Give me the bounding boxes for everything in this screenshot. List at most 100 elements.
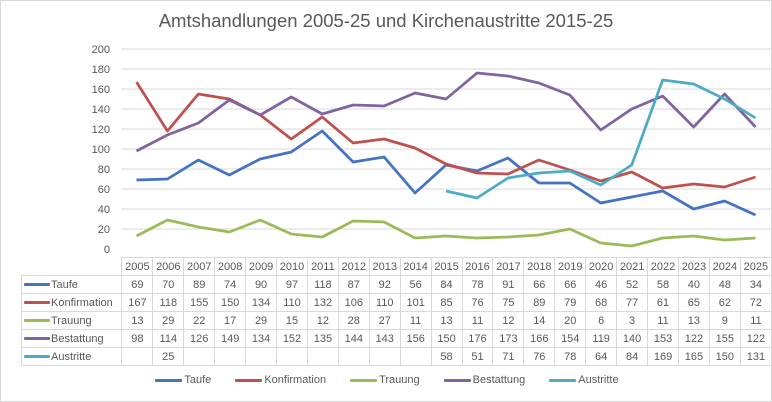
data-table-cell: 29: [245, 311, 278, 330]
data-table-cell: 13: [121, 311, 154, 330]
series-name: Bestattung: [51, 332, 104, 345]
data-table-cell: 78: [461, 275, 494, 294]
data-table-cell: 167: [121, 293, 154, 312]
series-line-austritte: [445, 78, 757, 200]
data-table-cell: [276, 347, 308, 366]
data-table-cell: 150: [214, 293, 247, 312]
series-line-bestattung: [135, 71, 757, 153]
legend-item-bestattung: Bestattung: [442, 374, 526, 386]
data-table-row: Taufe 69 70 89 74 90 97 118 87 92 56 84 78 91 66 66 46 52…: [20, 275, 772, 294]
data-table-cell: 11: [739, 311, 772, 330]
legend-swatch-icon: [443, 378, 471, 382]
data-table-cell: 90: [245, 275, 278, 294]
legend-label: Trauung: [379, 374, 420, 386]
data-table-year: 2016: [461, 257, 494, 276]
data-table-cell: 20: [554, 311, 587, 330]
series-swatch-icon: [24, 319, 50, 323]
data-table-cell: 14: [523, 311, 556, 330]
legend-swatch-icon: [155, 378, 183, 382]
data-table-year: 2010: [276, 257, 308, 276]
data-table-cell: 13: [430, 311, 463, 330]
data-table-year: 2020: [585, 257, 618, 276]
data-table-cell: 9: [708, 311, 741, 330]
data-table-cell: 17: [214, 311, 247, 330]
data-table-cell: 78: [554, 347, 587, 366]
data-table-cell: 74: [214, 275, 247, 294]
data-table-row: Konfirmation 167 118 155 150 134 110 132 106 110 1…: [20, 293, 772, 312]
data-table-cell: 25: [152, 347, 185, 366]
data-table-cell: 51: [461, 347, 494, 366]
data-table-cell: 134: [245, 329, 278, 348]
data-table-cell: 152: [276, 329, 308, 348]
data-table-row: Trauung 13 29 22 17 29 15 12 28 27 11 13 11 12 14 20 6 3 1…: [20, 311, 772, 330]
data-table-cell: 72: [739, 293, 772, 312]
data-table-series-label: Trauung: [20, 311, 123, 330]
data-table: 2005 2006 2007 2008 2009 2010 2011 2012 2013 2014…: [20, 257, 772, 366]
data-table-cell: 58: [430, 347, 463, 366]
series-swatch-icon: [24, 283, 50, 287]
data-table-cell: 97: [276, 275, 308, 294]
data-table-cell: 66: [523, 275, 556, 294]
data-table-cell: 173: [492, 329, 525, 348]
data-table-cell: 13: [677, 311, 710, 330]
data-table-year: 2005: [121, 257, 154, 276]
series-name: Austritte: [51, 350, 92, 363]
data-table-cell: 110: [276, 293, 308, 312]
data-table-cell: 150: [430, 329, 463, 348]
y-tick-label: 200: [92, 44, 110, 56]
data-table-year: 2014: [399, 257, 432, 276]
data-table-cell: 6: [585, 311, 618, 330]
data-table-year: 2007: [183, 257, 216, 276]
data-table-cell: 3: [616, 311, 649, 330]
data-table-cell: 122: [739, 329, 772, 348]
data-table-cell: 27: [368, 311, 401, 330]
data-table-cell: 143: [368, 329, 401, 348]
legend-swatch-icon: [549, 378, 577, 382]
data-table-cell: 12: [306, 311, 339, 330]
data-table-cell: 11: [399, 311, 432, 330]
data-table-year: 2025: [739, 257, 772, 276]
y-tick-label: 120: [92, 124, 110, 136]
legend-label: Konfirmation: [264, 374, 327, 386]
data-table-cell: 75: [492, 293, 525, 312]
data-table-cell: 150: [708, 347, 741, 366]
data-table-cell: 46: [585, 275, 618, 294]
y-tick-label: 160: [92, 84, 110, 96]
data-table-series-label: Konfirmation: [20, 293, 123, 312]
legend-label: Austritte: [578, 374, 619, 386]
data-table-cell: 154: [554, 329, 587, 348]
data-table-year: 2015: [430, 257, 463, 276]
data-table-cell: 132: [306, 293, 339, 312]
data-table-cell: 71: [492, 347, 525, 366]
data-table-cell: 122: [677, 329, 710, 348]
data-table-cell: 76: [523, 347, 556, 366]
data-table-cell: 155: [708, 329, 741, 348]
data-table-cell: 89: [183, 275, 216, 294]
data-table-cell: 140: [616, 329, 649, 348]
data-table-cell: 62: [708, 293, 741, 312]
data-table-cell: 70: [152, 275, 185, 294]
data-table-cell: 34: [739, 275, 772, 294]
legend-label: Bestattung: [472, 374, 526, 386]
y-tick-label: 100: [92, 144, 110, 156]
data-table-cell: 65: [677, 293, 710, 312]
data-table-year: 2023: [677, 257, 710, 276]
data-table-year: 2019: [554, 257, 587, 276]
data-table-cell: 11: [461, 311, 494, 330]
data-table-cell: [399, 347, 432, 366]
data-table-cell: [245, 347, 278, 366]
data-table-cell: 61: [647, 293, 679, 312]
series-lines: [135, 71, 757, 248]
data-table-corner: [21, 257, 122, 276]
data-table-year: 2022: [647, 257, 679, 276]
data-table-cell: 131: [739, 347, 772, 366]
data-table-cell: 156: [399, 329, 432, 348]
data-table-header-row: 2005 2006 2007 2008 2009 2010 2011 2012 2013 2014…: [21, 257, 772, 276]
data-table-cell: 15: [276, 311, 308, 330]
legend-swatch-icon: [235, 378, 263, 382]
y-tick-label: 80: [98, 164, 110, 176]
data-table-series-label: Bestattung: [20, 329, 123, 348]
data-table-cell: 76: [461, 293, 494, 312]
data-table-year: 2009: [245, 257, 278, 276]
data-table-series-label: Taufe: [20, 275, 123, 294]
